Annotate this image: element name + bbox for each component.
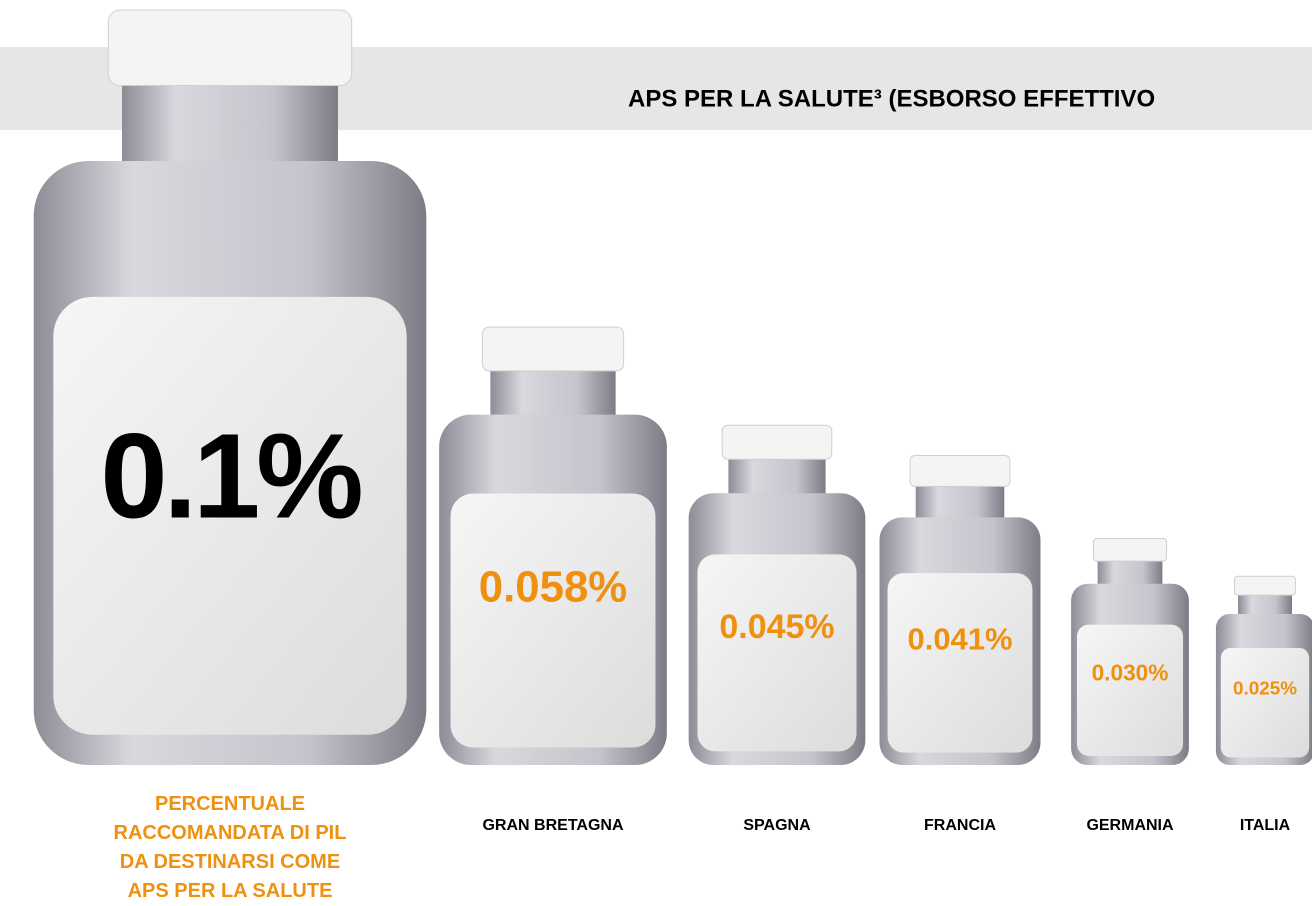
value-label: 0.030% (1092, 659, 1169, 685)
bottle (880, 455, 1041, 765)
bottle (1216, 576, 1312, 765)
value-label: 0.041% (908, 621, 1013, 656)
bottle-cap (482, 327, 623, 371)
value-label: 0.1% (100, 409, 361, 544)
value-label: 0.025% (1233, 677, 1297, 698)
bottle (1071, 539, 1189, 766)
chart: APS PER LA SALUTE³ (ESBORSO EFFETTIVO 0.… (0, 0, 1312, 887)
category-label: GRAN BRETAGNA (482, 817, 623, 834)
bottle (439, 327, 667, 765)
value-label: 0.058% (479, 562, 628, 611)
bottle-cap (722, 425, 832, 459)
bottle-contents (888, 573, 1033, 753)
bottle-contents (451, 494, 656, 748)
chart-title: APS PER LA SALUTE³ (ESBORSO EFFETTIVO (628, 85, 1155, 112)
category-label: FRANCIA (924, 817, 996, 834)
reference-label: PERCENTUALE RACCOMANDATA DI PIL DA DESTI… (100, 790, 360, 906)
category-label: ITALIA (1240, 817, 1291, 834)
bottle-contents (1077, 625, 1183, 756)
bottle-cap (1093, 539, 1166, 562)
page: APS PER LA SALUTE³ (ESBORSO EFFETTIVO 0.… (0, 0, 1312, 887)
value-label: 0.045% (719, 608, 834, 646)
bottle (689, 425, 866, 765)
category-label: GERMANIA (1086, 817, 1174, 834)
bottle-cap (1235, 576, 1296, 595)
bottle-contents (697, 554, 856, 751)
bottle-cap (910, 455, 1010, 486)
bottle-contents (1221, 648, 1309, 757)
bottle-cap (108, 10, 351, 86)
category-label: SPAGNA (743, 817, 811, 834)
